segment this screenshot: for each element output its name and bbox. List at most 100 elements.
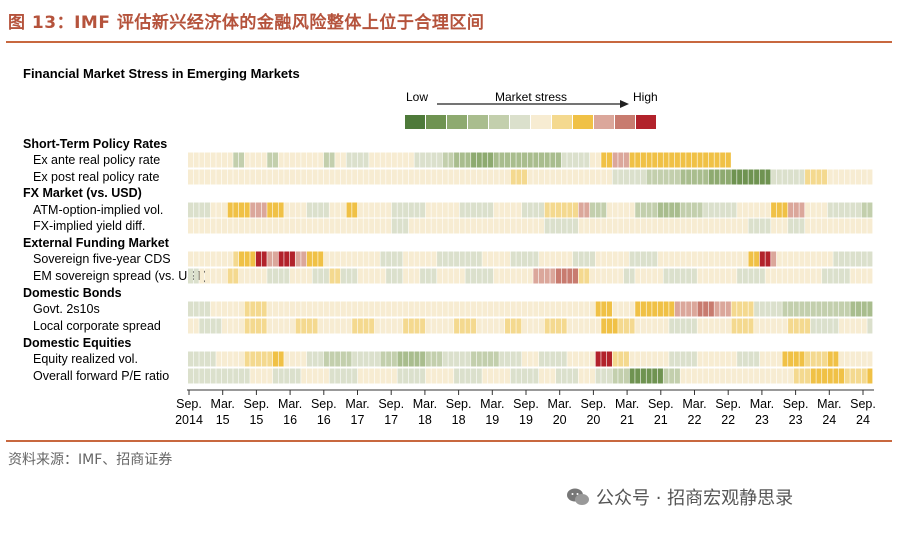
heatmap-cell	[482, 152, 488, 168]
heatmap-cell	[329, 301, 335, 317]
heatmap-cell	[391, 251, 397, 267]
heatmap-cell	[589, 202, 595, 218]
heatmap-cell	[408, 169, 414, 185]
heatmap-cell	[431, 251, 437, 267]
heatmap-cell	[601, 268, 607, 284]
heatmap-cell	[850, 251, 856, 267]
heatmap-cell	[454, 251, 460, 267]
heatmap-cell	[561, 301, 567, 317]
heatmap-cell	[199, 251, 205, 267]
heatmap-cell	[272, 368, 278, 384]
heatmap-cell	[720, 268, 726, 284]
heatmap-cell	[833, 202, 839, 218]
heatmap-cell	[867, 351, 873, 367]
heatmap-cell	[856, 268, 862, 284]
heatmap-cell	[227, 218, 233, 234]
heatmap-cell	[210, 368, 216, 384]
heatmap-cell	[708, 218, 714, 234]
heatmap-cell	[856, 301, 862, 317]
heatmap-cell	[448, 218, 454, 234]
heatmap-cell	[284, 351, 290, 367]
x-tick-month: Sep.	[446, 397, 472, 411]
heatmap-cell	[193, 368, 199, 384]
x-tick-year: 23	[789, 413, 803, 427]
heatmap-cell	[363, 152, 369, 168]
heatmap-cell	[742, 202, 748, 218]
heatmap-cell	[493, 351, 499, 367]
heatmap-cell	[771, 318, 777, 334]
heatmap-cell	[369, 368, 375, 384]
heatmap-cell	[204, 152, 211, 168]
x-tick-month: Sep.	[513, 397, 539, 411]
legend-mid-label: Market stress	[495, 90, 567, 104]
heatmap-cell	[544, 368, 550, 384]
heatmap-cell	[295, 152, 301, 168]
heatmap-cell	[505, 218, 511, 234]
heatmap-cell	[612, 251, 618, 267]
x-tick-month: Mar.	[278, 397, 302, 411]
heatmap-cell	[572, 318, 579, 334]
heatmap-cell	[572, 351, 579, 367]
heatmap-cell	[782, 169, 788, 185]
heatmap-cell	[255, 218, 261, 234]
heatmap-cell	[601, 301, 607, 317]
heatmap-cell	[403, 268, 409, 284]
heatmap-cell	[448, 268, 454, 284]
heatmap-cell	[221, 169, 228, 185]
heatmap-cell	[867, 218, 873, 234]
heatmap-cell	[595, 152, 601, 168]
heatmap-cell	[527, 318, 533, 334]
heatmap-cell	[799, 251, 805, 267]
heatmap-cell	[867, 268, 873, 284]
heatmap-cell	[278, 351, 284, 367]
heatmap-cell	[221, 268, 228, 284]
heatmap-cell	[272, 152, 278, 168]
x-tick-month: Mar.	[345, 397, 369, 411]
heatmap-cell	[493, 318, 499, 334]
heatmap-cell	[674, 318, 680, 334]
legend-low-label: Low	[406, 90, 428, 104]
heatmap-cell	[550, 169, 556, 185]
heatmap-cell	[595, 351, 601, 367]
heatmap-cell	[827, 351, 833, 367]
heatmap-cell	[199, 301, 205, 317]
x-tick-year: 20	[553, 413, 567, 427]
heatmap-cell	[380, 318, 386, 334]
legend-swatch	[426, 115, 446, 129]
heatmap-cell	[555, 202, 562, 218]
heatmap-cell	[669, 318, 675, 334]
heatmap-cell	[227, 301, 233, 317]
heatmap-cell	[374, 202, 380, 218]
heatmap-cell	[193, 268, 199, 284]
heatmap-cell	[437, 152, 443, 168]
heatmap-cell	[471, 351, 477, 367]
heatmap-cell	[793, 251, 799, 267]
heatmap-cell	[227, 169, 233, 185]
heatmap-cell	[799, 218, 805, 234]
heatmap-cell	[188, 368, 194, 384]
heatmap-cell	[261, 152, 267, 168]
heatmap-cell	[289, 152, 295, 168]
heatmap-cell	[714, 351, 720, 367]
heatmap-cell	[459, 318, 465, 334]
heatmap-cell	[822, 318, 828, 334]
heatmap-cell	[482, 202, 488, 218]
heatmap-cell	[340, 368, 346, 384]
heatmap-cell	[793, 268, 799, 284]
heatmap-cell	[618, 251, 624, 267]
heatmap-cell	[742, 301, 748, 317]
heatmap-cell	[640, 218, 646, 234]
heatmap-cell	[210, 152, 216, 168]
heatmap-cell	[199, 268, 205, 284]
heatmap-cell	[244, 351, 250, 367]
heatmap-cell	[516, 318, 522, 334]
heatmap-cell	[289, 318, 295, 334]
heatmap-cell	[380, 169, 386, 185]
heatmap-cell	[771, 218, 777, 234]
heatmap-cell	[578, 218, 584, 234]
heatmap-cell	[414, 218, 420, 234]
heatmap-cell	[561, 268, 567, 284]
heatmap-cell	[533, 268, 539, 284]
row-label: Ex post real policy rate	[33, 170, 159, 184]
heatmap-cell	[646, 268, 652, 284]
